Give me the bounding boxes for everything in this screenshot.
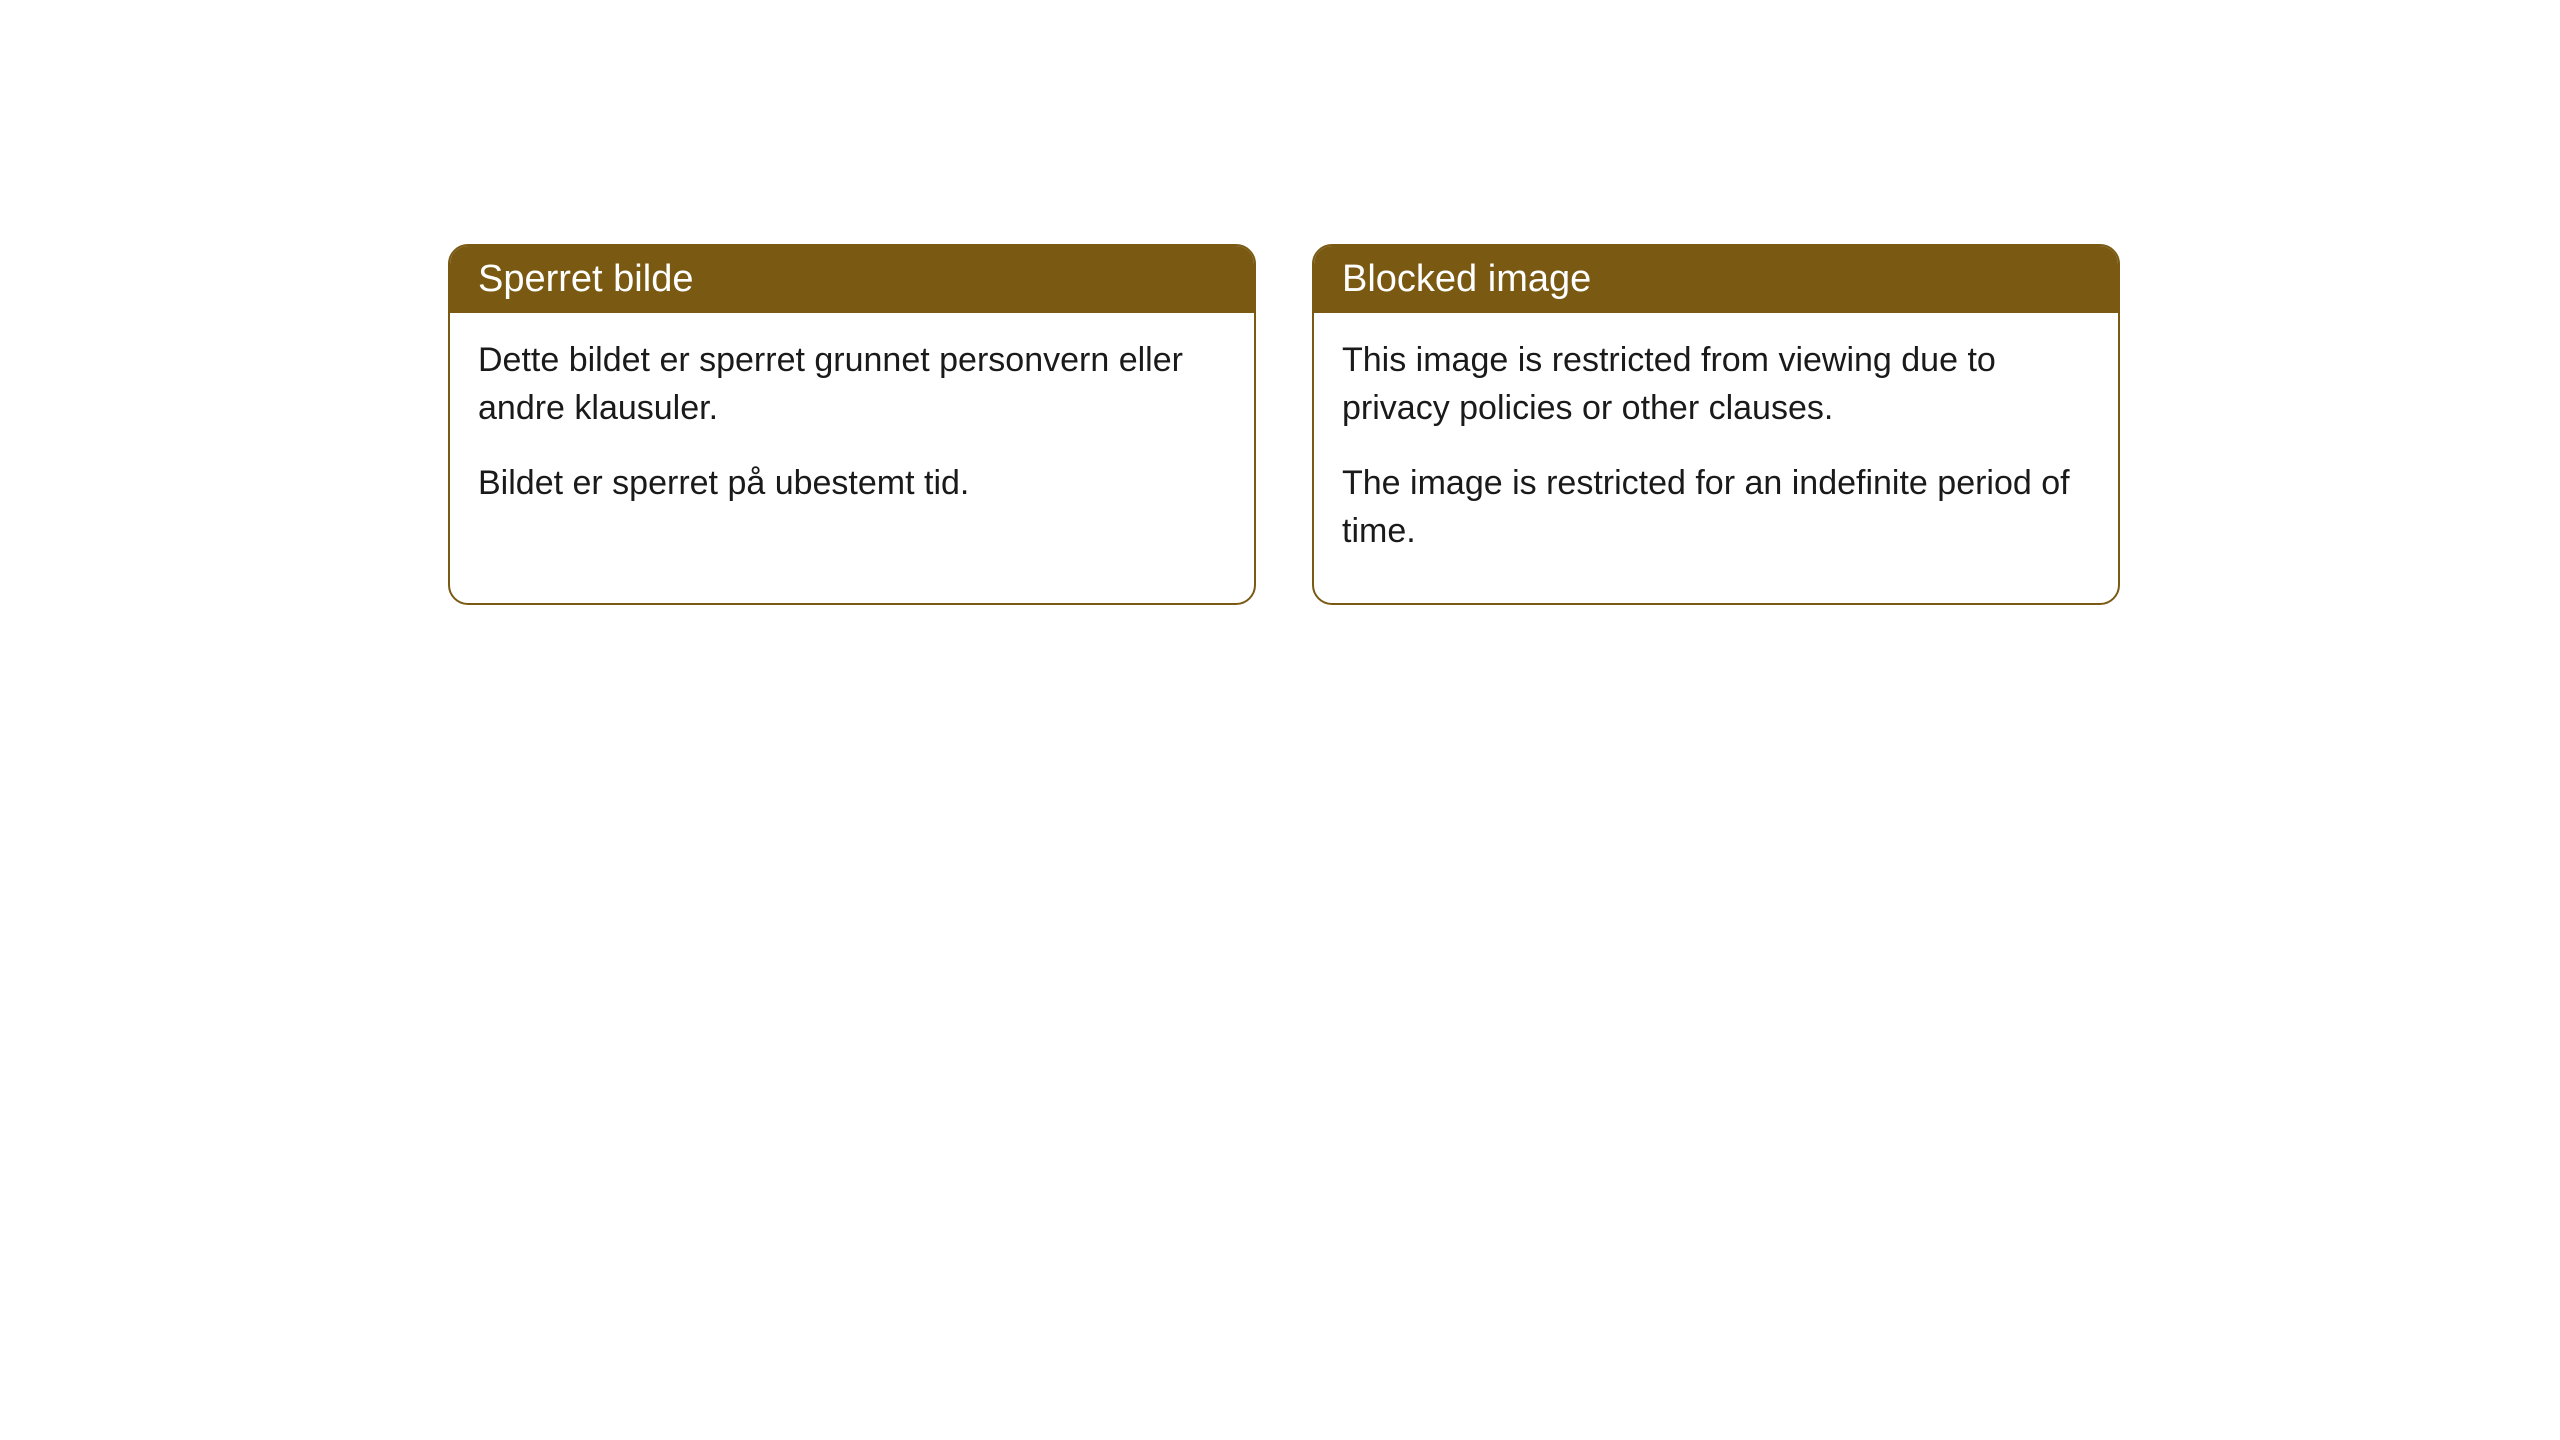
card-title-norwegian: Sperret bilde [478, 258, 693, 300]
blocked-image-card-norwegian: Sperret bilde Dette bildet er sperret gr… [448, 244, 1256, 605]
card-body-norwegian: Dette bildet er sperret grunnet personve… [450, 313, 1254, 556]
card-container: Sperret bilde Dette bildet er sperret gr… [0, 0, 2560, 605]
card-text-norwegian-2: Bildet er sperret på ubestemt tid. [478, 460, 1226, 508]
card-header-norwegian: Sperret bilde [450, 246, 1254, 313]
card-text-norwegian-1: Dette bildet er sperret grunnet personve… [478, 337, 1226, 432]
card-title-english: Blocked image [1342, 258, 1591, 300]
card-text-english-1: This image is restricted from viewing du… [1342, 337, 2090, 432]
card-text-english-2: The image is restricted for an indefinit… [1342, 460, 2090, 555]
blocked-image-card-english: Blocked image This image is restricted f… [1312, 244, 2120, 605]
card-body-english: This image is restricted from viewing du… [1314, 313, 2118, 603]
card-header-english: Blocked image [1314, 246, 2118, 313]
